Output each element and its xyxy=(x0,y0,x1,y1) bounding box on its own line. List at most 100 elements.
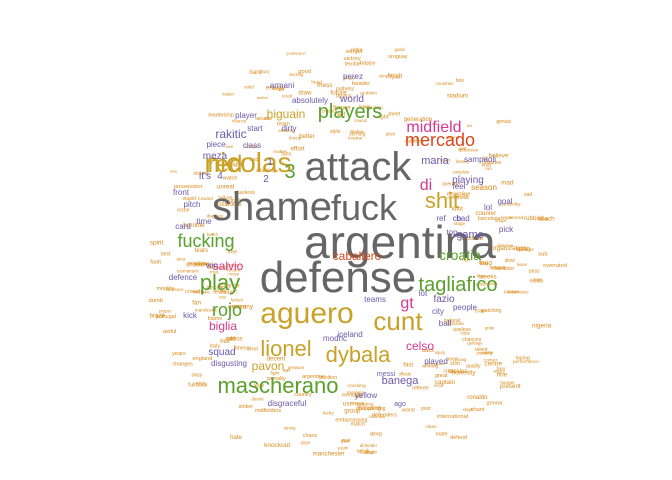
word-small: flag xyxy=(479,261,488,267)
word-small: fault xyxy=(150,260,161,266)
word-small: impressive xyxy=(426,361,446,366)
word-small: forward xyxy=(198,196,213,201)
word-small: mindless xyxy=(188,261,210,267)
word-win: win xyxy=(205,261,218,270)
word-small: penalty xyxy=(267,376,286,382)
word-shit: shit xyxy=(425,188,459,213)
word-small: shows xyxy=(245,144,259,149)
word-small: tired xyxy=(479,260,492,267)
word-small: right xyxy=(377,114,388,120)
word-small: head xyxy=(311,79,322,84)
word-small: sad xyxy=(524,192,532,198)
word-small: goalkeeper xyxy=(286,50,306,55)
word-small: referee xyxy=(412,386,429,392)
word-small: chance xyxy=(232,118,247,123)
word-small: winger xyxy=(345,49,363,55)
word-small: ramos xyxy=(226,337,243,343)
word-small: overrated xyxy=(543,263,567,269)
word-small: lucky xyxy=(323,410,335,416)
word-small: passion xyxy=(460,235,481,242)
word-small: lose xyxy=(170,169,178,174)
word-small: wtf xyxy=(336,111,345,118)
word-small: morning xyxy=(347,390,365,396)
word-small: hell xyxy=(220,339,229,345)
word-small: mentality xyxy=(342,393,363,399)
word-small: recent xyxy=(227,267,241,273)
word-play: play xyxy=(200,270,240,295)
word-small: crowd xyxy=(185,289,200,295)
word-small: desire xyxy=(251,396,264,401)
word-small: present xyxy=(500,383,521,390)
word-bad: bad xyxy=(456,214,469,223)
word-fazio: fazio xyxy=(433,294,455,305)
word-small: garbage xyxy=(467,340,483,345)
word-front: front xyxy=(173,188,190,197)
word-small: mate xyxy=(436,432,448,438)
word-small: decision xyxy=(208,265,229,271)
word-small: boots xyxy=(359,104,371,109)
word-small: mess xyxy=(317,82,332,89)
word-small: stop xyxy=(264,116,273,121)
word-celso: celso xyxy=(406,339,434,353)
word-absolutely: absolutely xyxy=(292,96,328,105)
word-small: var xyxy=(282,368,290,374)
word-small: stadium xyxy=(447,93,468,99)
word-small: attacking xyxy=(256,168,276,174)
word-rakitic: rakitic xyxy=(215,127,246,141)
word-small: tactical xyxy=(231,157,244,162)
word-small: history xyxy=(456,159,470,164)
word-perez: perez xyxy=(343,72,363,81)
word-small: group xyxy=(344,408,361,415)
word-small: keeper xyxy=(501,215,514,220)
word-small: ronaldo xyxy=(467,394,488,401)
word-lol: lol xyxy=(484,203,492,212)
word-small: centerback xyxy=(447,195,470,200)
word-small: joke xyxy=(391,75,401,80)
word-small: brazil xyxy=(150,313,165,320)
word-small: chant xyxy=(471,407,485,413)
word-small: fans xyxy=(281,152,291,158)
word-small: fine xyxy=(497,372,508,379)
word-dirty: dirty xyxy=(281,124,296,133)
word-small: country xyxy=(294,392,312,398)
word-small: line xyxy=(477,274,485,279)
word-small: finish xyxy=(388,73,403,80)
word-player: player xyxy=(235,111,257,120)
word-card: card xyxy=(175,222,191,231)
word-small: back xyxy=(422,348,434,354)
word-small: fool xyxy=(476,236,483,241)
word-small: position xyxy=(319,375,337,381)
word-small: performance xyxy=(513,359,539,364)
word-small: midfielders xyxy=(255,408,281,414)
word-small: brilliant xyxy=(218,195,233,200)
word-small: love xyxy=(226,144,234,149)
word-small: disappointing xyxy=(356,406,386,412)
word-small: possession xyxy=(174,184,202,190)
word-small: similar xyxy=(194,262,208,267)
word-small: simply xyxy=(379,74,393,79)
word-cunt: cunt xyxy=(373,306,423,336)
word-small: spain xyxy=(516,246,531,253)
word-tagliafico: tagliafico xyxy=(419,274,498,296)
word-played: played xyxy=(424,357,448,366)
word-argentina: argentina xyxy=(304,216,496,268)
word-small: result xyxy=(282,94,293,99)
word-small: uruguay xyxy=(388,54,408,60)
word-small: retire xyxy=(351,48,363,54)
word-small: shape xyxy=(495,218,508,223)
word-maria: maria xyxy=(421,155,449,167)
word-small: great xyxy=(435,373,448,379)
word-time: time xyxy=(196,217,212,226)
word-2: 2 xyxy=(263,174,269,185)
word-small: injury xyxy=(435,350,446,355)
word-small: shirt xyxy=(450,361,460,367)
word-attack: attack xyxy=(305,145,413,189)
word-small: style xyxy=(330,129,341,135)
word-small: striker xyxy=(239,404,254,410)
word-small: system xyxy=(475,281,490,286)
word-small: shame xyxy=(193,171,208,177)
word-small: angry xyxy=(493,369,505,374)
word-small: believe xyxy=(489,153,509,160)
word-small: tactics xyxy=(336,94,352,100)
word-banega: banega xyxy=(382,375,420,387)
